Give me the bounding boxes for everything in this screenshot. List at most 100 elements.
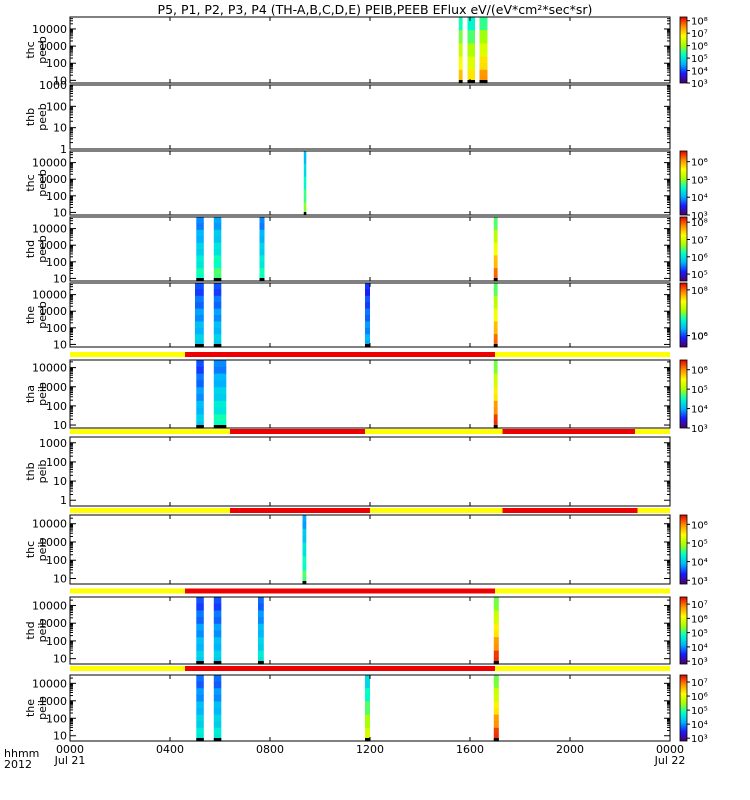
spectrogram-cell bbox=[493, 721, 499, 729]
spectrogram-cell bbox=[213, 623, 222, 632]
spectrogram-cell bbox=[493, 380, 498, 388]
spectrogram-cell bbox=[195, 334, 204, 342]
x-tick-label: 2000 bbox=[556, 743, 584, 756]
spectrogram-cell bbox=[493, 283, 498, 290]
burst-floor-mark bbox=[365, 738, 370, 741]
probe-label: tha bbox=[24, 385, 37, 403]
spectrogram-cell bbox=[196, 688, 204, 696]
spectrogram-cell bbox=[467, 63, 475, 71]
colorbar-tick-label: 10³ bbox=[691, 734, 708, 745]
spectrogram-cell bbox=[196, 360, 204, 368]
y-tick-label: 10 bbox=[53, 272, 67, 285]
spectrogram-cell bbox=[493, 617, 499, 625]
spectrogram-cell bbox=[458, 69, 463, 77]
flag-segment bbox=[185, 588, 495, 594]
spectrogram-cell bbox=[196, 617, 204, 625]
spectrogram-burst bbox=[493, 597, 499, 665]
product-label: peeb bbox=[36, 235, 49, 263]
spectrogram-cell bbox=[213, 308, 222, 316]
burst-floor-mark bbox=[213, 738, 222, 741]
burst-floor-mark bbox=[493, 344, 498, 347]
burst-floor-mark bbox=[213, 425, 227, 428]
spectrogram-cell bbox=[259, 261, 265, 269]
spectrogram-burst bbox=[493, 283, 498, 348]
spectrogram-cell bbox=[365, 701, 370, 709]
spectrogram-burst bbox=[479, 17, 488, 84]
colorbar-tick-label: 10⁸ bbox=[691, 17, 708, 28]
colorbar-tick-label: 10⁷ bbox=[691, 29, 708, 40]
colorbar-tick-label: 10³ bbox=[691, 211, 708, 222]
spectrogram-cell bbox=[365, 714, 370, 722]
spectrogram-burst bbox=[213, 283, 222, 348]
colorbar-tick-label: 10⁵ bbox=[691, 385, 708, 396]
product-label: peeb bbox=[36, 169, 49, 197]
spectrogram-burst bbox=[259, 217, 265, 282]
colorbar-gradient-rect bbox=[679, 150, 688, 216]
burst-floor-mark bbox=[196, 425, 204, 428]
spectrogram-cell bbox=[196, 400, 204, 409]
spectrogram-cell bbox=[467, 23, 475, 31]
spectrogram-cell bbox=[493, 249, 498, 256]
spectrogram-cell bbox=[493, 400, 498, 409]
spectrogram-cell bbox=[365, 708, 370, 716]
panel-frame bbox=[69, 436, 671, 507]
spectrogram-cell bbox=[458, 43, 463, 51]
y-tick-label: 10000 bbox=[32, 289, 67, 302]
spectrogram-cell bbox=[213, 727, 222, 735]
spectrogram-cell bbox=[479, 36, 488, 44]
panel-thc-peeb: 10 100 1000 10000 thc peeb 10³ 10⁴ 10⁵ 10⁶ bbox=[24, 150, 708, 222]
spectrogram-cell bbox=[493, 236, 498, 244]
product-label: peib bbox=[36, 696, 49, 720]
colorbar-tick-label: 10³ bbox=[691, 657, 708, 668]
spectrogram-cell bbox=[213, 421, 227, 429]
y-tick-label: 10000 bbox=[32, 157, 67, 170]
spectrogram-cell bbox=[196, 701, 204, 709]
spectrogram-cell bbox=[493, 714, 499, 722]
spectrogram-cell bbox=[195, 283, 204, 290]
spectrogram-cell bbox=[302, 515, 307, 523]
colorbar-tick-label: 10⁴ bbox=[691, 67, 708, 78]
spectrogram-cell bbox=[196, 261, 204, 269]
spectrogram-burst bbox=[213, 360, 227, 429]
spectrogram-cell bbox=[196, 387, 204, 395]
spectrogram-cell bbox=[213, 694, 222, 702]
flag-segment bbox=[495, 666, 670, 671]
colorbar-tick-label: 10⁶ bbox=[691, 158, 708, 169]
spectrogram-cell bbox=[302, 542, 307, 551]
colorbar-tick-label: 10⁵ bbox=[691, 629, 708, 640]
spectrogram-cell bbox=[259, 223, 265, 231]
spectrogram-cell bbox=[195, 308, 204, 316]
spectrogram-cell bbox=[213, 255, 222, 263]
probe-label: thd bbox=[24, 240, 37, 258]
spectrogram-cell bbox=[303, 183, 307, 190]
burst-floor-mark bbox=[493, 278, 498, 281]
colorbar-tick-label: 10⁷ bbox=[691, 600, 708, 611]
burst-floor-mark bbox=[196, 738, 204, 741]
flag-segment bbox=[637, 508, 670, 513]
spectrogram-burst bbox=[196, 675, 204, 742]
spectrogram-cell bbox=[196, 637, 204, 645]
spectrogram-cell bbox=[493, 727, 499, 735]
spectrogram-cell bbox=[479, 63, 488, 71]
flag-segment bbox=[70, 352, 185, 357]
panel-frame bbox=[69, 84, 671, 150]
burst-floor-mark bbox=[213, 278, 222, 281]
spectrogram-cell bbox=[196, 421, 204, 429]
colorbar-gradient-rect bbox=[679, 596, 688, 665]
y-tick-label: 10 bbox=[53, 74, 67, 87]
x-tick-label: 0400 bbox=[156, 743, 184, 756]
flag-segment bbox=[230, 508, 370, 513]
spectrogram-burst bbox=[213, 597, 222, 665]
spectrogram-cell bbox=[303, 195, 307, 203]
spectrogram-cell bbox=[213, 714, 222, 722]
burst-floor-mark bbox=[196, 661, 204, 664]
probe-label: the bbox=[24, 699, 37, 717]
spectrogram-cell bbox=[213, 295, 222, 303]
spectrogram-cell bbox=[493, 610, 499, 618]
spectrogram-cell bbox=[195, 321, 204, 329]
colorbar-tick-label: 10³ bbox=[691, 79, 708, 90]
spectrogram-cell bbox=[493, 623, 499, 632]
spectrogram-cell bbox=[259, 236, 265, 244]
spectrogram-cell bbox=[493, 360, 498, 368]
y-tick-label: 10 bbox=[53, 206, 67, 219]
